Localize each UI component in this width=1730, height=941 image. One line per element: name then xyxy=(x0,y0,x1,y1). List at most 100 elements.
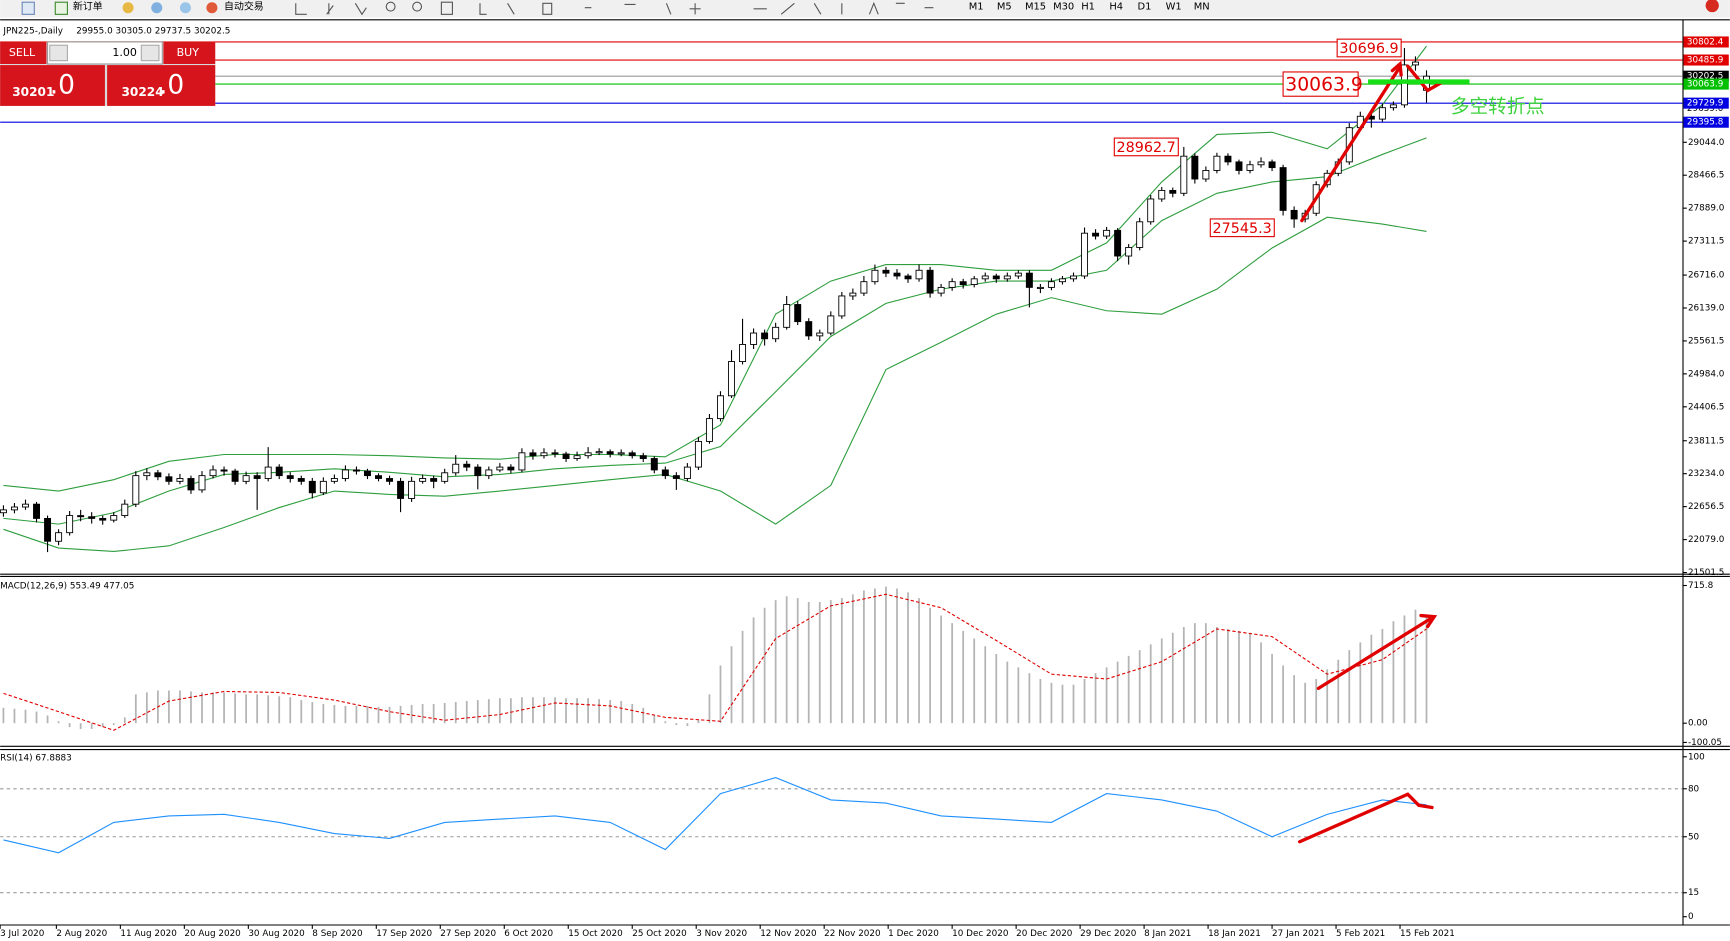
tool-icon[interactable] xyxy=(151,2,163,14)
candle-body xyxy=(319,480,327,494)
x-tick-label: 20 Dec 2020 xyxy=(1016,929,1073,939)
signal-line xyxy=(3,593,1427,731)
timeframe[interactable]: M5 xyxy=(997,2,1012,13)
lot-up[interactable] xyxy=(140,44,160,62)
timeframe[interactable]: D1 xyxy=(1137,2,1151,13)
arrow-head xyxy=(1419,613,1438,629)
sell-fraction[interactable]: .0 xyxy=(50,70,75,101)
candle-body xyxy=(595,451,603,454)
panel: RSI(14) 67.8883 100 80 50 15 0 3 Jul 2020 2 Aug… xyxy=(0,752,1705,939)
candle-body xyxy=(904,275,912,280)
x-tick-label: 15 Feb 2021 xyxy=(1400,929,1455,939)
candle-body xyxy=(430,478,438,482)
candle-body xyxy=(1114,229,1122,257)
x-tick-label: 30 Aug 2020 xyxy=(248,929,305,939)
candle-body xyxy=(639,455,647,459)
tool-icon[interactable] xyxy=(206,2,218,14)
tool-icons[interactable] xyxy=(295,1,934,16)
candle-body xyxy=(220,469,228,472)
timeframe[interactable]: H1 xyxy=(1081,2,1095,13)
arrow xyxy=(1300,66,1401,223)
candle-body xyxy=(694,440,702,468)
tool-icon[interactable] xyxy=(54,1,68,15)
x-tick-label: 5 Feb 2021 xyxy=(1336,929,1385,939)
candle-body xyxy=(937,286,945,294)
candle-body xyxy=(1246,164,1254,171)
trade-panel: SELL 1.00 BUY 30201 .0 30224 .0 xyxy=(0,41,216,106)
candle-body xyxy=(882,269,890,274)
buy-price[interactable]: 30224 xyxy=(121,85,163,99)
candle-body xyxy=(264,466,272,479)
sell-price-box[interactable] xyxy=(0,65,105,106)
buy-label[interactable]: BUY xyxy=(177,46,200,59)
candle-body xyxy=(132,475,140,505)
timeframe[interactable]: MN xyxy=(1194,2,1210,13)
auto-trading[interactable]: 自动交易 xyxy=(224,0,264,13)
y-tick-label: -100.05 xyxy=(1688,738,1722,748)
candle-body xyxy=(275,466,283,477)
candle-body xyxy=(143,472,151,477)
lot-down[interactable] xyxy=(49,44,68,62)
candle-body xyxy=(860,281,868,294)
candle-body xyxy=(88,516,96,519)
y-tick-label: 0.00 xyxy=(1688,719,1708,729)
candle-body xyxy=(1058,278,1066,283)
tool-icon[interactable] xyxy=(122,2,134,14)
annotation: 30696.9 xyxy=(1339,41,1398,57)
timeframe[interactable]: M15 xyxy=(1025,2,1046,13)
y-tick-label: 26139.0 xyxy=(1688,303,1725,313)
candle-body xyxy=(44,517,52,542)
buy-fraction[interactable]: .0 xyxy=(159,70,184,101)
candle-body xyxy=(110,515,118,521)
new-order[interactable]: 新订单 xyxy=(73,0,103,13)
tool-icon[interactable] xyxy=(21,1,35,15)
panel-title: JPN225-,Daily xyxy=(2,26,63,36)
x-tick-label: 8 Sep 2020 xyxy=(312,929,363,939)
lot-value[interactable]: 1.00 xyxy=(112,46,137,59)
alert-icon[interactable] xyxy=(1705,0,1719,13)
candle-body xyxy=(231,470,239,482)
sell-price[interactable]: 30201 xyxy=(12,85,54,99)
candle-body xyxy=(386,478,394,482)
candle-body xyxy=(441,472,449,482)
candle-body xyxy=(761,332,769,340)
candle-body xyxy=(1191,155,1199,180)
timeframe[interactable]: M1 xyxy=(969,2,984,13)
candle-body xyxy=(1103,229,1111,237)
sell-button[interactable] xyxy=(0,41,47,64)
lot-input[interactable] xyxy=(47,41,163,65)
x-tick-label: 29 Dec 2020 xyxy=(1080,929,1137,939)
sell-label[interactable]: SELL xyxy=(9,46,36,59)
candle-body xyxy=(650,458,658,471)
x-tick-label: 1 Dec 2020 xyxy=(888,929,939,939)
toolbar: 新订单 自动交易 M1 M5 M15 M30 H1 H4 D1 W1 MN xyxy=(0,0,1730,18)
tool-icon[interactable] xyxy=(179,2,191,14)
candle-body xyxy=(1412,61,1419,66)
candle-body xyxy=(121,503,129,517)
level-tag xyxy=(1683,36,1729,48)
candle-body xyxy=(22,503,29,508)
x-tick-label: 20 Aug 2020 xyxy=(184,929,241,939)
candle-body xyxy=(970,278,978,285)
buy-price-box[interactable] xyxy=(107,65,216,106)
x-tick-label: 15 Oct 2020 xyxy=(568,929,623,939)
annotation-box xyxy=(1209,218,1275,238)
candle-body xyxy=(1290,209,1298,220)
candle-body xyxy=(474,466,482,477)
candle-body xyxy=(154,472,162,478)
panel-title: RSI(14) 67.8883 xyxy=(0,753,72,763)
timeframe[interactable]: H4 xyxy=(1109,2,1123,13)
candle-body xyxy=(518,452,526,471)
buy-button[interactable] xyxy=(163,41,216,64)
timeframe[interactable]: W1 xyxy=(1166,2,1182,13)
candle-body xyxy=(341,469,349,479)
level-tag xyxy=(1683,116,1729,128)
candle-body xyxy=(297,478,305,482)
candle-body xyxy=(617,452,625,455)
x-tick-label: 6 Oct 2020 xyxy=(504,929,553,939)
candle-body xyxy=(0,509,7,514)
candle-body xyxy=(551,452,559,455)
timeframe[interactable]: M30 xyxy=(1053,2,1074,13)
